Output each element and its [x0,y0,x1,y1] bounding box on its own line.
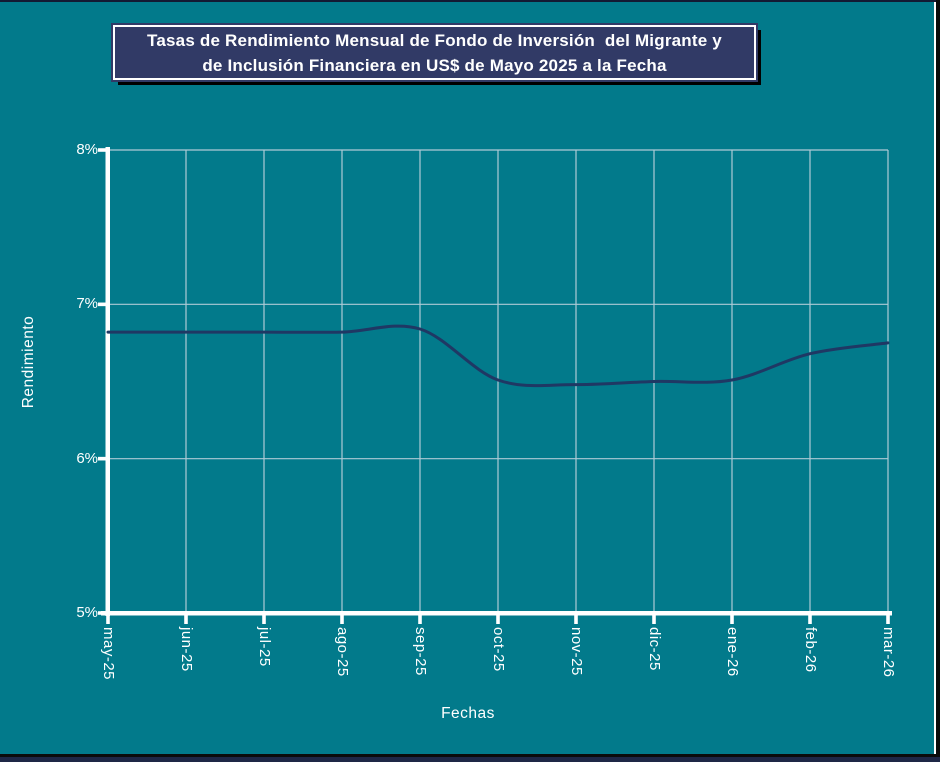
x-tick-label: dic-25 [646,627,663,671]
x-tick-label: ene-26 [724,627,741,677]
x-tick-label: mar-26 [880,627,897,678]
x-axis-tick [496,615,500,624]
y-axis-title: Rendimiento [20,315,37,409]
x-axis-tick [730,615,734,624]
x-axis-tick [418,615,422,624]
data-series-line [106,324,890,388]
x-axis-title: Fechas [441,705,495,722]
x-axis-tick [652,615,656,624]
x-axis-tick [574,615,578,624]
frame-top-border [0,0,940,2]
x-tick-label: jun-25 [178,627,195,672]
y-axis-tick [98,611,107,615]
x-tick-label: may-25 [100,627,117,681]
x-axis-tick [886,615,890,624]
y-axis-tick [98,302,107,307]
x-axis-tick [262,615,266,624]
y-tick-label: 7% [76,295,98,313]
x-tick-label: nov-25 [568,627,585,676]
x-axis-line [101,611,892,616]
frame-right-black-border [936,0,940,756]
x-tick-label: oct-25 [490,627,507,672]
x-axis-tick [106,615,110,624]
frame-right-white-border [934,2,936,756]
y-tick-label: 6% [76,449,98,467]
x-tick-label: jul-25 [256,627,273,667]
x-axis-tick [808,615,812,624]
y-tick-label: 5% [76,604,98,621]
x-axis-tick [184,615,188,624]
x-tick-label: ago-25 [334,627,351,677]
y-axis-tick [98,456,107,461]
x-axis-tick [340,615,344,624]
chart-title-line-2: de Inclusión Financiera en US$ de Mayo 2… [202,55,667,75]
chart-title-line-1: Tasas de Rendimiento Mensual de Fondo de… [147,30,722,50]
y-axis-line [105,147,110,616]
y-axis-tick [98,148,107,152]
chart-title: Tasas de Rendimiento Mensual de Fondo de… [113,25,756,80]
y-tick-label: 8% [76,141,98,158]
x-tick-label: sep-25 [412,627,429,676]
x-tick-label: feb-26 [802,627,819,673]
frame-bottom-black-border [0,754,940,757]
frame-bottom-navy-strip [0,757,940,762]
